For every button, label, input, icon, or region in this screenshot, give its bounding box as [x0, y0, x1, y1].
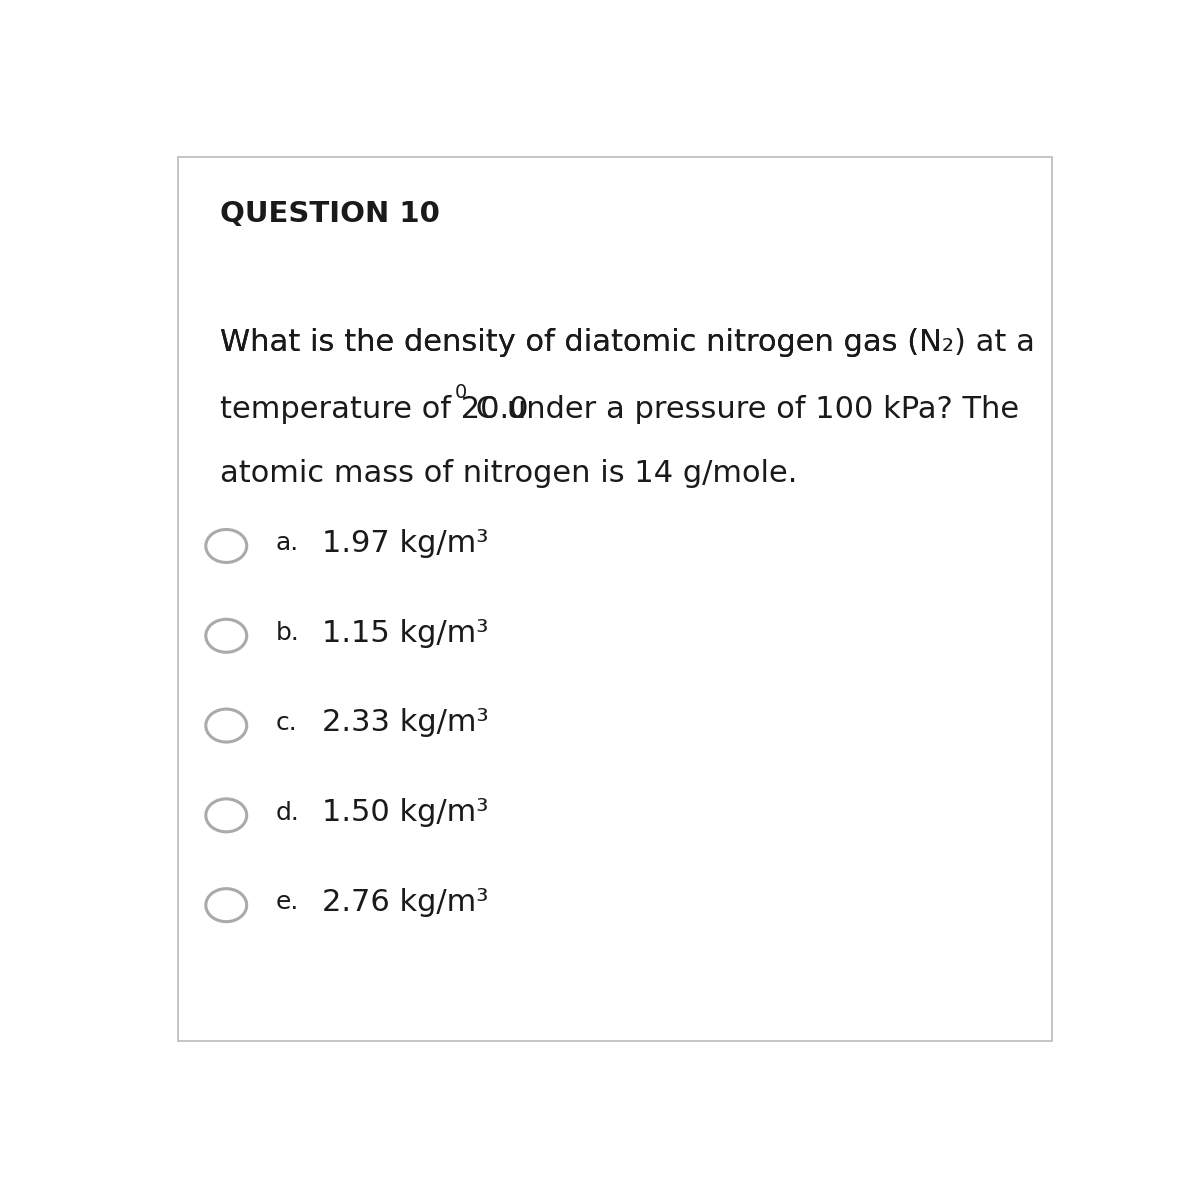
Ellipse shape — [206, 530, 247, 563]
Text: C under a pressure of 100 kPa? The: C under a pressure of 100 kPa? The — [467, 395, 1019, 424]
Text: 0: 0 — [455, 383, 467, 402]
Ellipse shape — [206, 709, 247, 743]
Text: 1.97 kg/m³: 1.97 kg/m³ — [322, 528, 488, 558]
Text: atomic mass of nitrogen is 14 g/mole.: atomic mass of nitrogen is 14 g/mole. — [220, 459, 797, 488]
Ellipse shape — [206, 889, 247, 921]
Text: temperature of 20.0: temperature of 20.0 — [220, 395, 528, 424]
Text: 2.76 kg/m³: 2.76 kg/m³ — [322, 888, 488, 917]
Text: c.: c. — [276, 710, 298, 734]
FancyBboxPatch shape — [178, 157, 1052, 1041]
Text: What is the density of diatomic nitrogen gas (N₂) at a: What is the density of diatomic nitrogen… — [220, 328, 1034, 357]
Text: a.: a. — [276, 531, 299, 556]
Text: 1.15 kg/m³: 1.15 kg/m³ — [322, 619, 488, 647]
Text: What is the density of diatomic nitrogen gas (N: What is the density of diatomic nitrogen… — [220, 328, 942, 357]
Ellipse shape — [206, 619, 247, 652]
Ellipse shape — [206, 798, 247, 832]
Text: e.: e. — [276, 890, 299, 914]
Text: b.: b. — [276, 621, 300, 645]
Text: 2.33 kg/m³: 2.33 kg/m³ — [322, 708, 488, 738]
Text: d.: d. — [276, 801, 300, 825]
Text: QUESTION 10: QUESTION 10 — [220, 200, 439, 227]
Text: 1.50 kg/m³: 1.50 kg/m³ — [322, 798, 488, 827]
